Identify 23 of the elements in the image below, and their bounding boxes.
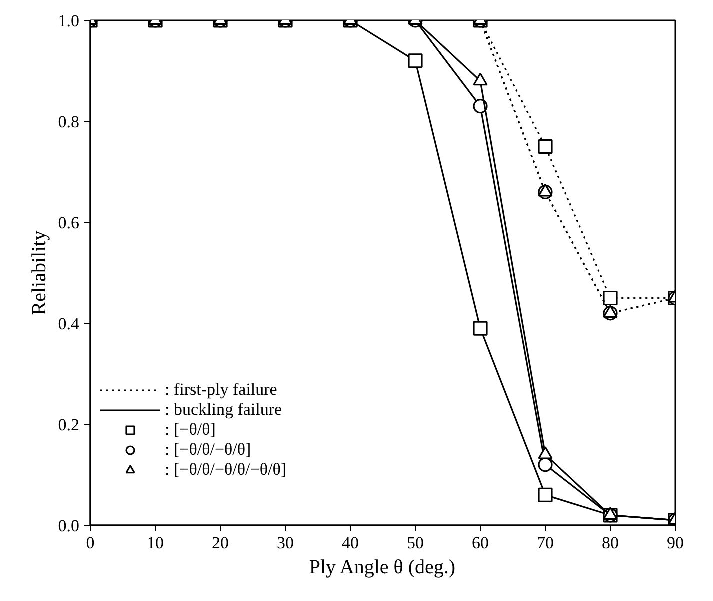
y-tick-label: 0.4: [58, 314, 80, 334]
annotation: : first-ply failure: [165, 380, 278, 400]
x-tick-label: 10: [147, 534, 164, 552]
y-axis-title: Reliability: [28, 230, 50, 316]
x-tick-label: 30: [277, 534, 294, 552]
x-tick-label: 70: [537, 534, 554, 552]
x-tick-label: 60: [472, 534, 489, 552]
x-axis-title: Ply Angle θ (deg.): [309, 556, 456, 578]
y-tick-label: 0.0: [58, 516, 80, 536]
legend-label: : [−θ/θ/−θ/θ/−θ/θ]: [165, 460, 287, 480]
legend-label: : [−θ/θ/−θ/θ]: [165, 440, 252, 460]
y-tick-label: 1.0: [58, 12, 80, 30]
y-tick-label: 0.2: [58, 416, 80, 434]
x-tick-label: 80: [602, 534, 619, 552]
x-tick-label: 20: [212, 534, 229, 552]
annotation: : buckling failure: [165, 400, 282, 420]
x-tick-label: 50: [407, 534, 424, 552]
x-tick-label: 90: [667, 534, 684, 552]
x-tick-label: 40: [342, 534, 359, 552]
y-tick-label: 0.8: [58, 112, 80, 132]
y-tick-label: 0.6: [58, 214, 80, 232]
legend-label: : [−θ/θ]: [165, 420, 216, 440]
x-tick-label: 0: [86, 534, 95, 552]
